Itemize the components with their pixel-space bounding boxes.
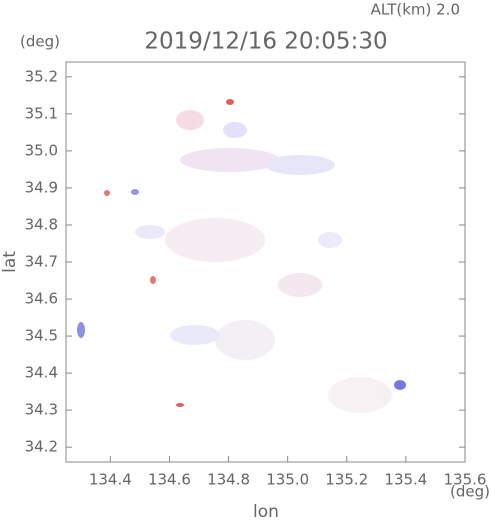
echo xyxy=(135,225,165,239)
echo xyxy=(226,99,234,105)
y-tick-label: 34.4 xyxy=(25,364,58,382)
x-tick-label: 134.4 xyxy=(89,471,132,489)
x-tick-label: 135.6 xyxy=(444,471,487,489)
y-tick-label: 34.7 xyxy=(25,253,58,271)
y-tick-label: 34.3 xyxy=(25,401,58,419)
echo xyxy=(150,276,156,284)
echo xyxy=(165,218,265,262)
x-tick-label: 134.6 xyxy=(148,471,191,489)
echo xyxy=(176,403,184,407)
y-tick-label: 34.6 xyxy=(25,290,58,308)
echo xyxy=(170,325,220,345)
x-tick-label: 134.8 xyxy=(207,471,250,489)
echo xyxy=(180,148,280,172)
y-tick-label: 35.2 xyxy=(25,67,58,85)
chart-title: 2019/12/16 20:05:30 xyxy=(144,29,387,55)
y-tick-label: 34.5 xyxy=(25,327,58,345)
x-tick-label: 135.0 xyxy=(266,471,309,489)
echo xyxy=(215,320,275,360)
y-unit: (deg) xyxy=(20,33,60,51)
y-tick-label: 34.9 xyxy=(25,178,58,196)
echo xyxy=(176,110,204,130)
x-unit: (deg) xyxy=(450,483,490,501)
echo-field xyxy=(77,99,406,413)
echo xyxy=(265,155,335,175)
echo xyxy=(328,377,392,413)
echo xyxy=(278,273,322,297)
y-tick-label: 35.0 xyxy=(25,141,58,159)
echo xyxy=(318,232,342,248)
y-tick-label: 35.1 xyxy=(25,104,58,122)
x-axis-label: lon xyxy=(253,502,279,521)
altitude-label: ALT(km) 2.0 xyxy=(371,1,460,19)
echo xyxy=(223,122,247,138)
echo xyxy=(394,380,406,390)
y-tick-label: 34.8 xyxy=(25,215,58,233)
echo xyxy=(131,189,139,195)
x-tick-label: 135.2 xyxy=(325,471,368,489)
x-tick-label: 135.4 xyxy=(384,471,427,489)
echo xyxy=(104,190,110,196)
y-axis-label: lat xyxy=(0,251,20,273)
y-tick-label: 34.2 xyxy=(25,438,58,456)
echo xyxy=(77,322,85,338)
plot-frame xyxy=(65,61,466,463)
